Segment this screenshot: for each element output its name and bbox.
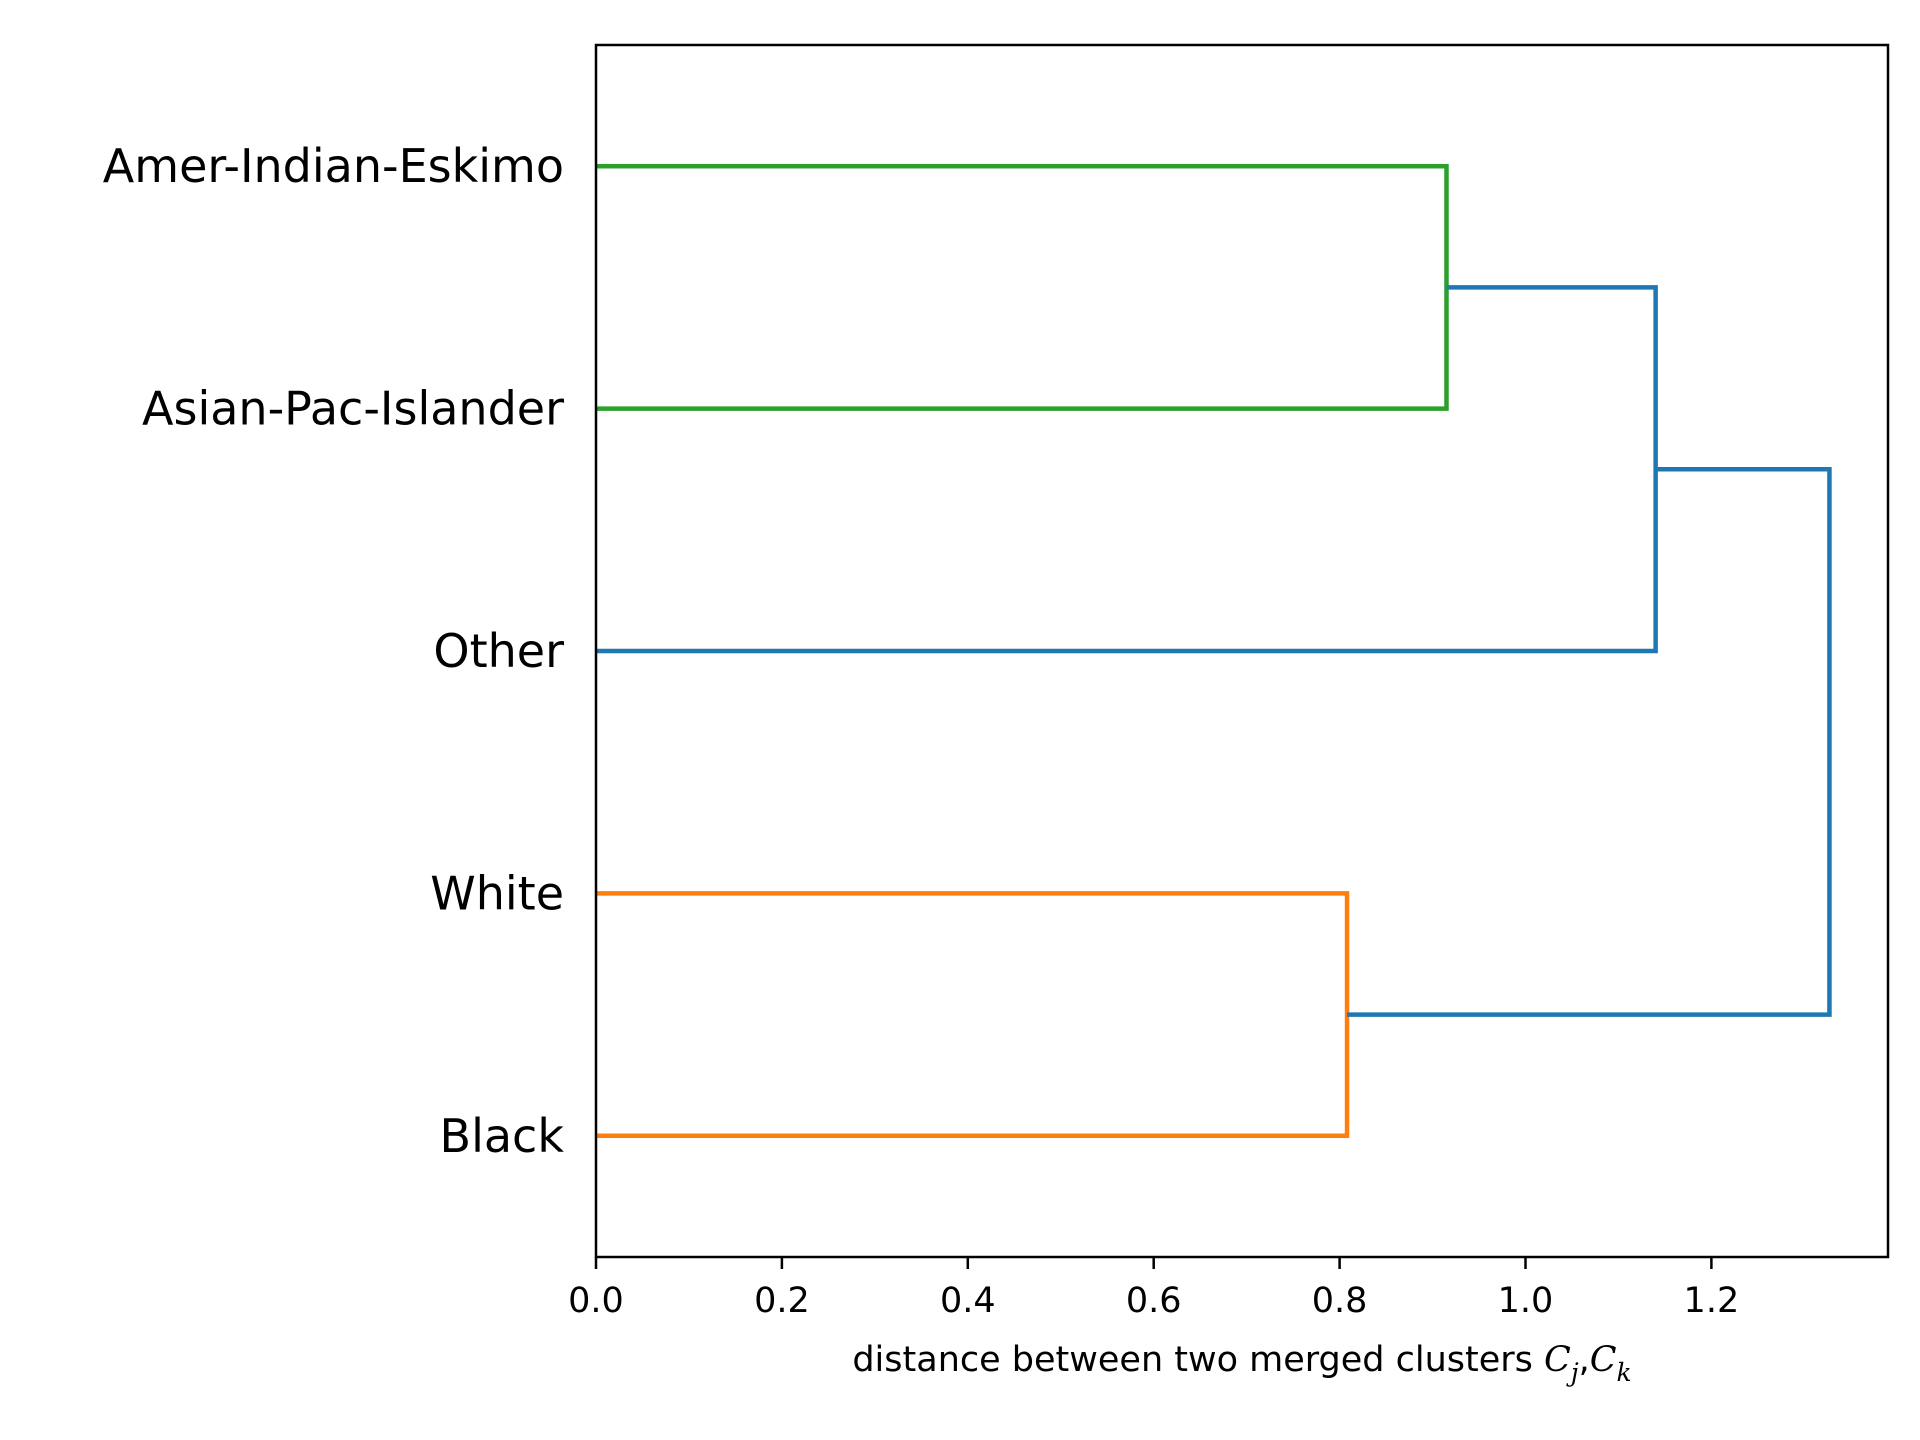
- x-axis-ticks: 0.0 0.2 0.4 0.6 0.8 1.0 1.2: [568, 1257, 1739, 1321]
- x-tick-label: 1.0: [1498, 1281, 1554, 1321]
- plot-frame: [594, 43, 1890, 1259]
- x-axis-title-comma: ,: [1579, 1340, 1590, 1380]
- x-tick-label: 0.2: [754, 1281, 810, 1321]
- leaf-label: Black: [440, 1109, 565, 1163]
- dendrogram-links: [596, 163, 1832, 1139]
- x-tick-label: 0.8: [1312, 1281, 1368, 1321]
- leaf-label: White: [430, 866, 564, 920]
- x-tick-label: 0.4: [940, 1281, 996, 1321]
- x-tick-label: 0.6: [1126, 1281, 1182, 1321]
- x-tick-label: 0.0: [568, 1281, 624, 1321]
- leaf-label: Asian-Pac-Islander: [142, 382, 564, 436]
- x-axis-title-c1: C: [1544, 1340, 1571, 1380]
- leaf-label: Amer-Indian-Eskimo: [103, 139, 564, 193]
- x-axis-title: distance between two merged clusters Cj,…: [852, 1340, 1631, 1387]
- x-axis-title-sub-k: k: [1617, 1358, 1632, 1387]
- x-axis-title-c2: C: [1590, 1340, 1617, 1380]
- leaf-labels: Amer-Indian-Eskimo Asian-Pac-Islander Othe…: [103, 139, 565, 1163]
- merge-link-1: [596, 891, 1350, 1139]
- leaf-label: Other: [433, 624, 564, 678]
- merge-link-3: [1347, 466, 1832, 1017]
- x-tick-label: 1.2: [1684, 1281, 1740, 1321]
- x-axis-title-text: distance between two merged clusters: [852, 1340, 1544, 1380]
